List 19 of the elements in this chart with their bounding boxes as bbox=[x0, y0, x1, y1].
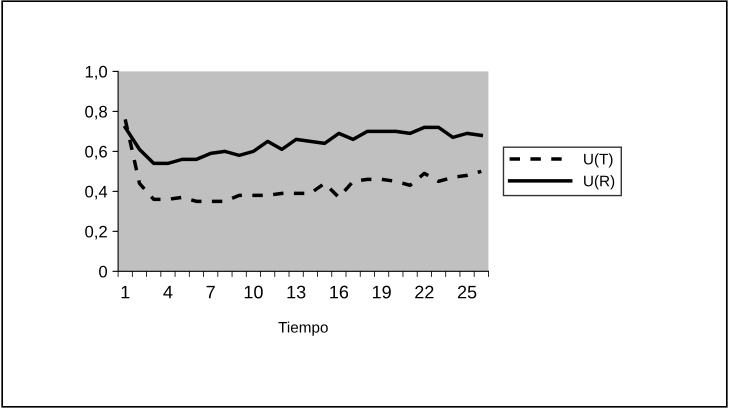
x-tick-label: 13 bbox=[287, 286, 306, 298]
y-tick-label: 0,6 bbox=[85, 146, 107, 160]
y-tick-label: 0 bbox=[99, 266, 108, 278]
x-tick-label: 16 bbox=[330, 286, 348, 298]
y-tick-label: 0,4 bbox=[85, 186, 108, 200]
legend-label: U(R) bbox=[584, 175, 614, 190]
y-tick-label: 0,8 bbox=[85, 106, 107, 120]
x-tick-label: 4 bbox=[163, 286, 172, 298]
x-axis-title: Tiempo bbox=[278, 321, 328, 336]
x-tick-label: 7 bbox=[206, 286, 215, 298]
x-tick-label: 19 bbox=[372, 286, 391, 298]
x-tick-label: 22 bbox=[415, 286, 434, 298]
line-series bbox=[123, 118, 484, 204]
legend-label: U(T) bbox=[584, 153, 613, 168]
x-tick-label: 25 bbox=[458, 286, 476, 298]
x-tick-label: 10 bbox=[244, 286, 263, 298]
x-tick-label: 1 bbox=[122, 286, 130, 298]
y-tick-label: 1,0 bbox=[86, 66, 108, 80]
y-tick-label: 0,2 bbox=[85, 226, 107, 240]
